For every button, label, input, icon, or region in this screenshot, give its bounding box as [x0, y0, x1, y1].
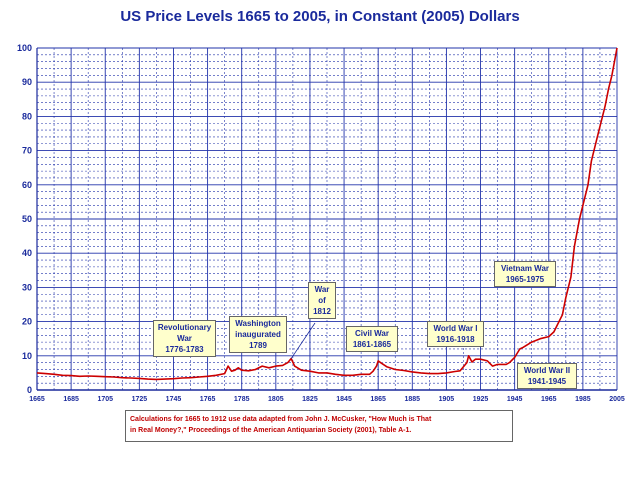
source-note-line-2: in Real Money?," Proceedings of the Amer…	[130, 427, 412, 434]
series	[36, 47, 618, 381]
chart-title: US Price Levels 1665 to 2005, in Constan…	[120, 8, 520, 25]
major-gridlines	[36, 47, 618, 391]
x-tick-label: 1785	[234, 396, 250, 403]
x-tick-label: 1985	[575, 396, 591, 403]
x-tick-label: 1885	[405, 396, 421, 403]
y-tick-label: 70	[22, 146, 32, 156]
x-tick-labels: 1665 1685 1705 1725 1745 1765 1785 1805 1825 1845…	[29, 396, 625, 403]
source-note: Calculations for 1665 to 1912 use data a…	[125, 410, 513, 442]
y-tick-label: 40	[22, 248, 32, 258]
annotation-vietnam-war: Vietnam War 1965-1975	[494, 261, 556, 287]
x-tick-label: 1705	[97, 396, 113, 403]
annotation-world-war-ii: World War II 1941-1945	[517, 363, 577, 389]
annotation-leader-1812	[290, 322, 316, 359]
x-tick-label: 1945	[507, 396, 523, 403]
annotation-revolutionary-war: Revolutionary War 1776-1783	[153, 320, 216, 357]
axes	[36, 48, 617, 391]
y-tick-labels: 0 10 20 30 40 50 60 70 80 90 100	[17, 43, 32, 395]
x-tick-label: 1685	[63, 396, 79, 403]
y-tick-label: 90	[22, 77, 32, 87]
y-tick-label: 10	[22, 351, 32, 361]
y-tick-label: 0	[27, 385, 32, 395]
minor-gridlines	[37, 48, 617, 390]
x-tick-label: 2005	[609, 396, 625, 403]
y-tick-label: 100	[17, 43, 32, 53]
y-tick-label: 60	[22, 180, 32, 190]
y-tick-label: 30	[22, 282, 32, 292]
x-tick-label: 1865	[370, 396, 386, 403]
y-tick-label: 50	[22, 214, 32, 224]
x-tick-label: 1725	[132, 396, 148, 403]
annotation-civil-war: Civil War 1861-1865	[346, 326, 398, 352]
x-tick-label: 1745	[166, 396, 182, 403]
source-note-line-1: Calculations for 1665 to 1912 use data a…	[130, 416, 432, 423]
annotation-war-of-1812: War of 1812	[308, 282, 336, 319]
x-tick-label: 1665	[29, 396, 45, 403]
x-tick-label: 1905	[439, 396, 455, 403]
x-tick-label: 1825	[302, 396, 318, 403]
y-tick-label: 80	[22, 111, 32, 121]
x-tick-label: 1765	[200, 396, 216, 403]
x-tick-label: 1845	[336, 396, 352, 403]
x-tick-label: 1805	[268, 396, 284, 403]
x-tick-label: 1965	[541, 396, 557, 403]
annotation-washington-inaugurated: Washington inaugurated 1789	[229, 316, 287, 353]
annotation-world-war-i: World War I 1916-1918	[427, 321, 484, 347]
series-line	[36, 47, 618, 381]
annotation-leaders	[290, 322, 316, 359]
y-tick-label: 20	[22, 317, 32, 327]
x-tick-label: 1925	[473, 396, 489, 403]
